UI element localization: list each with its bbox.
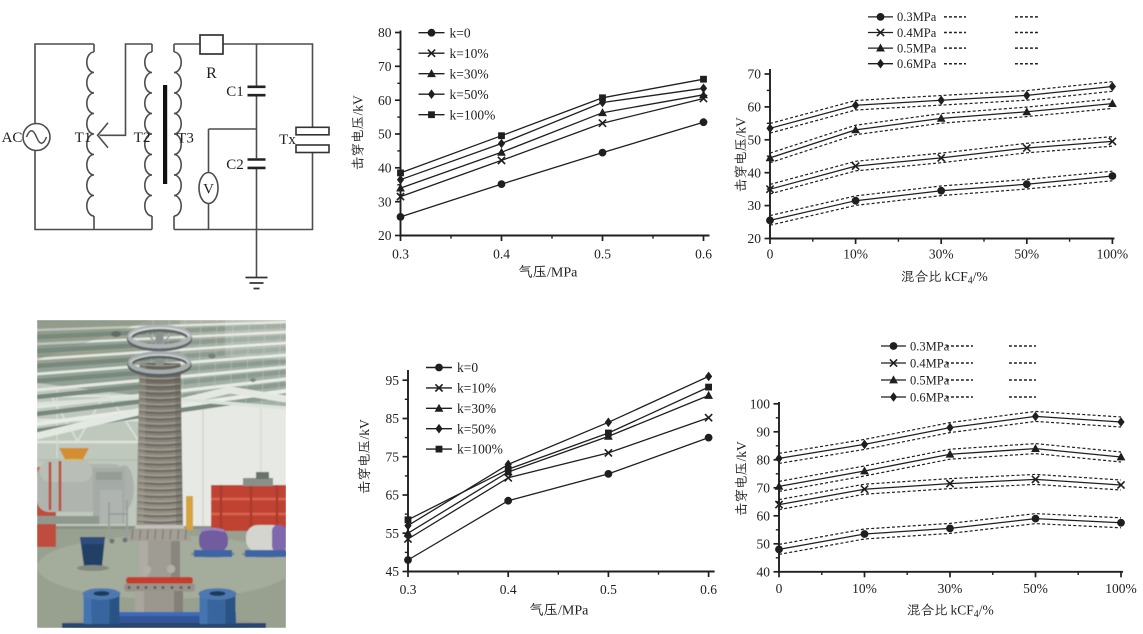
svg-text:C1: C1 [226,84,244,100]
svg-text:75: 75 [386,449,400,464]
svg-text:95: 95 [386,373,400,388]
svg-text:/kV: /kV [733,117,748,138]
svg-text:0.3: 0.3 [392,247,409,262]
svg-text:10%: 10% [843,247,868,262]
svg-text:0.5: 0.5 [600,582,617,597]
svg-text:0.4: 0.4 [500,582,517,597]
svg-text:20: 20 [378,228,392,243]
svg-text:90: 90 [757,424,771,439]
svg-text:30: 30 [378,194,392,209]
svg-text:20: 20 [748,231,762,246]
svg-text:10%: 10% [852,581,877,596]
svg-text:50: 50 [748,132,762,147]
svg-text:k=30%: k=30% [450,66,489,81]
svg-text:k=10%: k=10% [457,381,496,396]
svg-text:0.5: 0.5 [594,247,611,262]
svg-text:80: 80 [757,452,771,467]
svg-text:k=100%: k=100% [450,107,496,122]
svg-text:50%: 50% [1014,247,1039,262]
svg-text:65: 65 [386,488,400,503]
svg-text:0.6MPa: 0.6MPa [897,57,937,71]
svg-text:k=50%: k=50% [457,421,496,436]
svg-text:k=0: k=0 [457,360,478,375]
svg-text:30: 30 [748,198,762,213]
svg-text:50: 50 [757,536,771,551]
svg-text:/kV: /kV [350,95,365,116]
svg-text:R: R [206,65,217,82]
svg-text:k=0: k=0 [450,25,471,40]
svg-text:0.4: 0.4 [493,247,510,262]
svg-text:AC: AC [2,130,23,146]
svg-text:/kV: /kV [734,441,749,462]
svg-text:C2: C2 [226,157,244,173]
svg-text:V: V [203,182,214,198]
svg-text:T1: T1 [75,130,92,146]
svg-text:0.3: 0.3 [400,582,417,597]
svg-text:70: 70 [757,480,771,495]
svg-text:0.5MPa: 0.5MPa [897,41,937,55]
svg-text:0.6MPa: 0.6MPa [910,390,950,404]
svg-text:60: 60 [757,508,771,523]
svg-text:k=100%: k=100% [457,442,503,457]
svg-text:85: 85 [386,411,400,426]
svg-text:45: 45 [386,564,400,579]
svg-text:30%: 30% [929,247,954,262]
svg-text:55: 55 [386,526,400,541]
svg-text:40: 40 [748,165,762,180]
svg-text:kCF4/%: kCF4/% [951,603,994,621]
svg-text:T3: T3 [177,131,194,147]
svg-text:100%: 100% [1097,247,1129,262]
svg-text:70: 70 [378,59,392,74]
svg-text:50%: 50% [1023,581,1048,596]
svg-text:k=50%: k=50% [450,87,489,102]
svg-text:80: 80 [378,25,392,40]
svg-text:Tx: Tx [279,132,296,148]
svg-text:0.4MPa: 0.4MPa [897,26,937,40]
svg-text:0: 0 [767,247,774,262]
svg-text:kCF4/%: kCF4/% [945,269,988,287]
svg-text:0.6: 0.6 [700,582,717,597]
svg-text:40: 40 [378,160,392,175]
svg-text:/kV: /kV [357,419,372,440]
svg-text:70: 70 [748,67,762,82]
svg-text:60: 60 [748,100,762,115]
svg-text:100: 100 [750,396,771,411]
svg-text:0.3MPa: 0.3MPa [910,339,950,353]
svg-text:0.3MPa: 0.3MPa [897,10,937,24]
svg-text:T2: T2 [134,130,151,146]
svg-text:60: 60 [378,93,392,108]
svg-text:30%: 30% [938,581,963,596]
svg-text:k=10%: k=10% [450,46,489,61]
svg-text:/MPa: /MPa [558,604,589,619]
svg-text:0: 0 [776,581,783,596]
svg-text:100%: 100% [1105,581,1137,596]
svg-text:0.5MPa: 0.5MPa [910,373,950,387]
svg-text:40: 40 [757,564,771,579]
svg-text:k=30%: k=30% [457,401,496,416]
svg-text:50: 50 [378,127,392,142]
svg-text:0.6: 0.6 [695,247,712,262]
svg-text:/MPa: /MPa [547,266,578,281]
svg-text:0.4MPa: 0.4MPa [910,356,950,370]
